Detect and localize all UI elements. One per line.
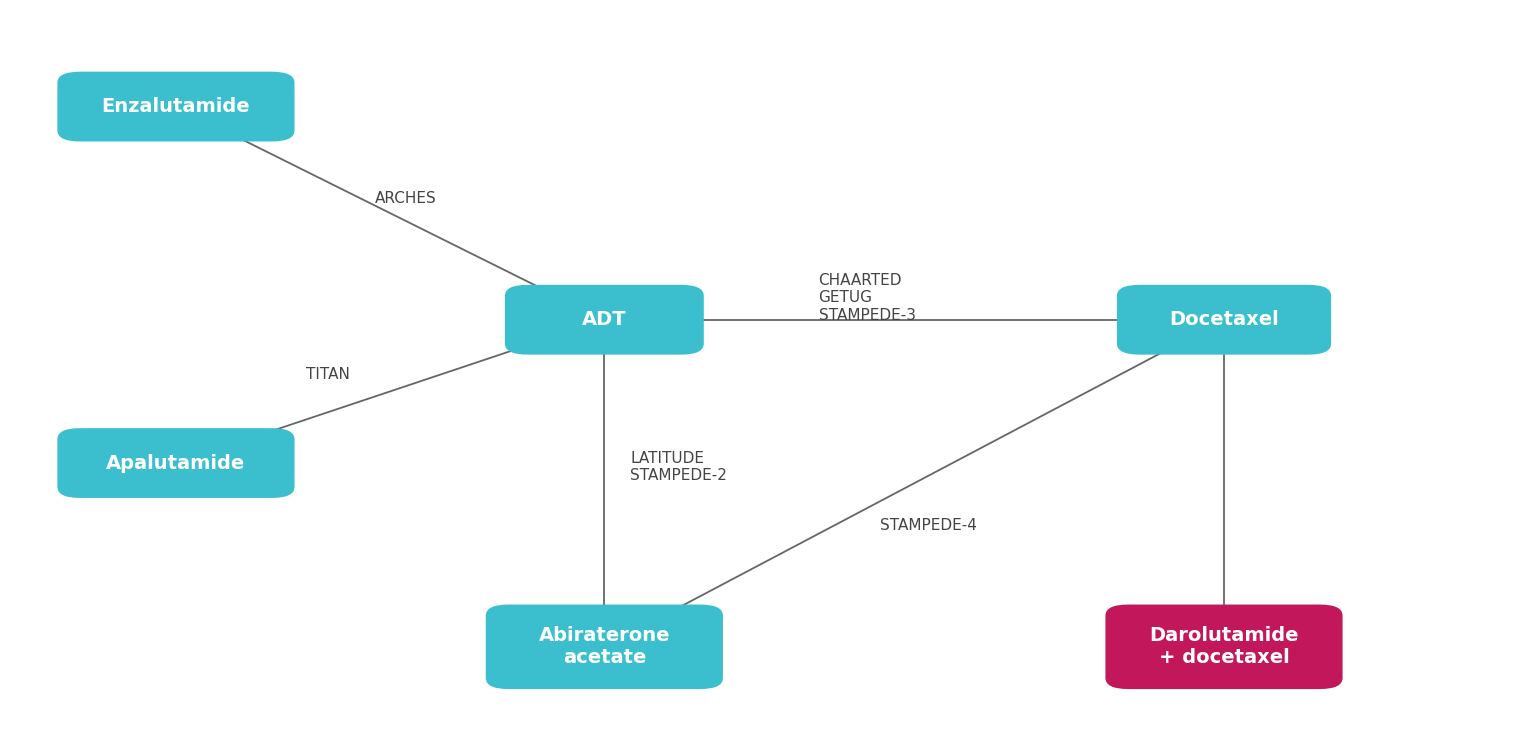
Text: Apalutamide: Apalutamide bbox=[106, 453, 246, 473]
FancyBboxPatch shape bbox=[505, 285, 704, 355]
FancyBboxPatch shape bbox=[1105, 604, 1343, 689]
Text: CHAARTED
GETUG
STAMPEDE-3: CHAARTED GETUG STAMPEDE-3 bbox=[819, 273, 915, 323]
Text: TITAN: TITAN bbox=[306, 368, 350, 382]
Text: Enzalutamide: Enzalutamide bbox=[101, 97, 251, 116]
Text: ADT: ADT bbox=[581, 310, 627, 329]
Text: LATITUDE
STAMPEDE-2: LATITUDE STAMPEDE-2 bbox=[630, 451, 727, 483]
Text: STAMPEDE-4: STAMPEDE-4 bbox=[880, 518, 976, 533]
FancyBboxPatch shape bbox=[58, 72, 294, 141]
Text: Docetaxel: Docetaxel bbox=[1169, 310, 1279, 329]
FancyBboxPatch shape bbox=[58, 428, 294, 498]
Text: Abiraterone
acetate: Abiraterone acetate bbox=[539, 626, 670, 667]
Text: ARCHES: ARCHES bbox=[375, 191, 436, 206]
FancyBboxPatch shape bbox=[487, 604, 724, 689]
FancyBboxPatch shape bbox=[1117, 285, 1331, 355]
Text: Darolutamide
+ docetaxel: Darolutamide + docetaxel bbox=[1149, 626, 1299, 667]
